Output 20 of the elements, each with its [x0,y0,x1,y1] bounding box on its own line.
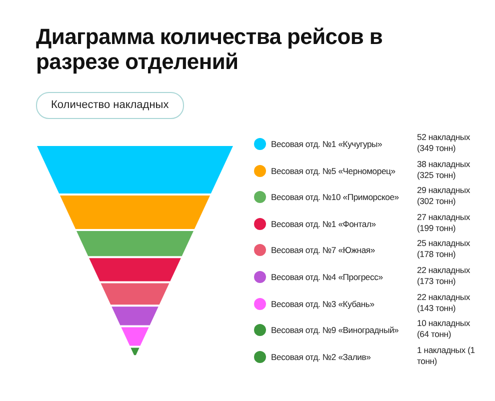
category-label: Весовая отд. №5 «Черноморец» [271,164,396,177]
category-label: Весовая отд. №7 «Южная» [271,244,375,256]
data-label: 10 накладных (64 тонн) [417,318,471,340]
data-label: 52 накладных (349 тонн) [417,132,471,154]
data-label: 29 накладных (302 тонн) [417,185,471,208]
data-label: 25 накладных (178 тонн) [417,238,471,260]
text: Количество накладных [36,92,184,119]
data-label: 22 накладных (143 тонн) [417,292,471,314]
text: Диаграмма количества рейсов в разрезе отделений [36,24,384,74]
category-label: Весовая отд. №2 «Залив» [271,350,371,363]
category-label: Весовая отд. №10 «Приморское» [271,191,399,204]
category-label: Весовая отд. №3 «Кубань» [271,298,374,310]
data-label: 1 накладных (1 тонн) [417,344,476,367]
data-label: 38 накладных (325 тонн) [417,158,471,181]
category-label: Весовая отд. №1 «Фонтал» [271,218,376,230]
category-label: Весовая отд. №4 «Прогресс» [271,271,383,283]
category-label: Весовая отд. №1 «Кучугуры» [271,138,382,150]
data-label: 22 накладных (173 тонн) [417,265,471,287]
data-label: 27 накладных (199 тонн) [417,212,471,234]
category-label: Весовая отд. №9 «Виноградный» [271,324,399,336]
